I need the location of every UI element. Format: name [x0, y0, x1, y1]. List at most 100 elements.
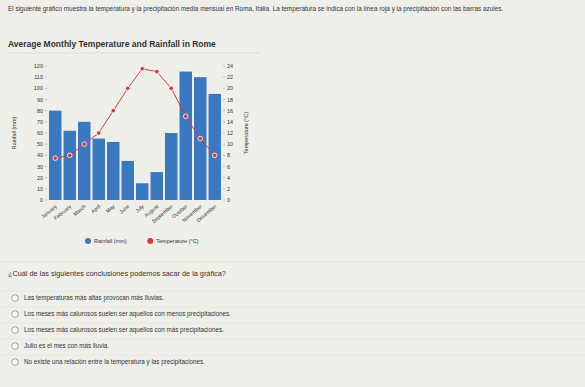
legend-label: Temperature (°C)	[156, 238, 198, 244]
y2-tick-label: 0	[227, 197, 230, 203]
y-tick	[45, 66, 47, 67]
y-tick-label: 10	[37, 186, 43, 192]
option-divider	[0, 307, 585, 308]
y-tick-label: 20	[37, 175, 43, 181]
y-tick-label: 40	[37, 152, 43, 158]
marker	[67, 153, 72, 158]
y2-tick	[223, 66, 225, 67]
y2-tick	[223, 200, 225, 201]
y2-tick	[223, 133, 225, 134]
y2-tick	[223, 99, 225, 100]
y2-tick-label: 2	[227, 186, 230, 192]
marker	[125, 86, 130, 91]
radio-button[interactable]	[12, 327, 19, 334]
page: El siguiente gráfico muestra la temperat…	[0, 0, 585, 387]
bar	[194, 77, 206, 200]
question-text: ¿Cuál de las siguientes conclusiones pod…	[8, 269, 226, 278]
y-tick-label: 60	[37, 130, 43, 136]
y2-tick-label: 24	[227, 63, 233, 69]
y2-tick	[223, 121, 225, 122]
marker	[183, 114, 188, 119]
bar	[209, 94, 221, 200]
bar	[49, 111, 61, 200]
x-tick-label: December	[195, 203, 217, 223]
x-tick-label: June	[118, 203, 131, 215]
title-rule	[8, 53, 260, 54]
option-text: Los meses más calurosos suelen ser aquel…	[24, 310, 231, 318]
marker	[140, 66, 145, 71]
y-tick-label: 110	[34, 74, 43, 80]
y-tick-label: 90	[37, 97, 43, 103]
radio-button[interactable]	[12, 295, 19, 302]
option-divider	[0, 291, 585, 292]
y2-tick-label: 8	[227, 152, 230, 158]
y2-tick	[223, 144, 225, 145]
y2-tick	[223, 188, 225, 189]
y-tick	[45, 144, 47, 145]
bar	[165, 133, 177, 200]
bar	[122, 161, 134, 200]
y-tick	[45, 155, 47, 156]
y2-tick-label: 4	[227, 175, 230, 181]
y-tick-label: 30	[37, 164, 43, 170]
y2-tick	[223, 77, 225, 78]
marker	[96, 131, 101, 136]
line	[55, 69, 215, 158]
x-tick-label: April	[90, 203, 102, 214]
option-text: No existe una relación entre la temperat…	[24, 358, 205, 366]
bar	[107, 142, 119, 200]
legend-swatch	[147, 238, 153, 244]
y-tick	[45, 88, 47, 89]
y2-tick	[223, 166, 225, 167]
x-tick-label: September	[151, 203, 175, 224]
legend-label: Rainfall (mm)	[94, 238, 127, 244]
y-tick-label: 120	[34, 63, 43, 69]
marker	[198, 136, 203, 141]
y-tick	[45, 166, 47, 167]
x-tick-label: May	[105, 203, 117, 214]
y2-tick	[223, 88, 225, 89]
x-tick-label: February	[53, 203, 73, 221]
radio-button[interactable]	[12, 311, 19, 318]
y-tick-label: 100	[34, 85, 43, 91]
y-tick	[45, 200, 47, 201]
y-tick	[45, 121, 47, 122]
marker	[111, 108, 116, 113]
bar	[64, 131, 76, 200]
background	[0, 0, 585, 387]
y-tick-label: 50	[37, 141, 43, 147]
x-tick-label: March	[72, 203, 87, 217]
divider	[0, 262, 585, 263]
y-tick	[45, 188, 47, 189]
y2-tick	[223, 155, 225, 156]
legend-swatch	[85, 238, 91, 244]
option-divider	[0, 323, 585, 324]
y-tick	[45, 133, 47, 134]
marker	[169, 86, 174, 91]
bar	[136, 183, 148, 200]
y2-tick	[223, 110, 225, 111]
y2-tick-label: 10	[227, 141, 233, 147]
y2-tick-label: 16	[227, 108, 233, 114]
option-text: Julio es el mes con más lluvia.	[24, 342, 109, 349]
option-divider	[0, 339, 585, 340]
radio-button[interactable]	[12, 359, 19, 366]
intro-text: El siguiente gráfico muestra la temperat…	[8, 5, 503, 13]
radio-button[interactable]	[12, 343, 19, 350]
y2-tick-label: 18	[227, 97, 233, 103]
y-tick-label: 80	[37, 108, 43, 114]
y2-tick-label: 22	[227, 74, 233, 80]
option-text: Los meses más calurosos suelen ser aquel…	[24, 326, 224, 334]
y-tick-label: 0	[40, 197, 43, 203]
option-text: Las temperaturas más altas provocan más …	[24, 294, 164, 302]
marker	[212, 153, 217, 158]
y2-tick-label: 20	[227, 85, 233, 91]
y-tick	[45, 177, 47, 178]
bar	[151, 172, 163, 200]
y2-axis-label: Temperature (°C)	[243, 112, 249, 154]
marker	[154, 69, 159, 74]
option-divider	[0, 355, 585, 356]
y2-tick-label: 14	[227, 119, 233, 125]
bar	[93, 139, 105, 200]
y2-tick-label: 12	[227, 130, 233, 136]
